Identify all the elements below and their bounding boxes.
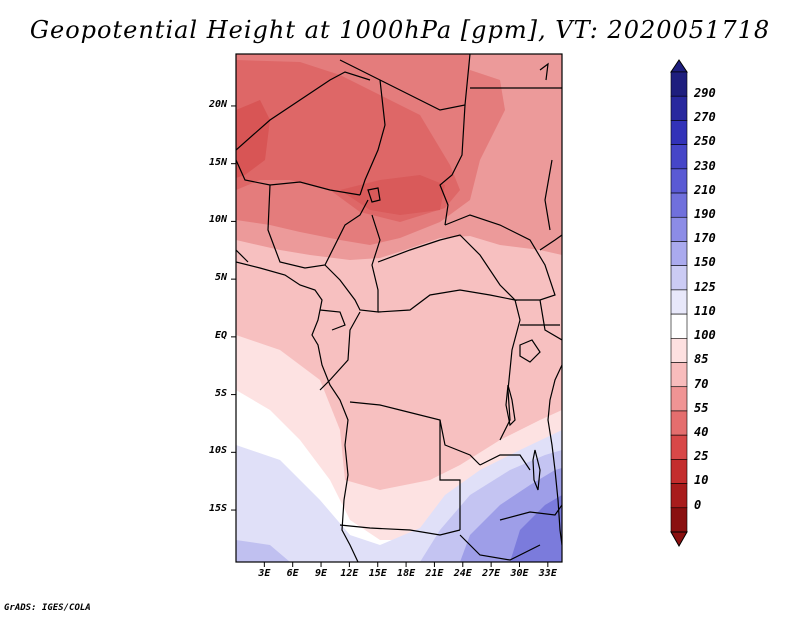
border-niger-chad xyxy=(359,79,386,196)
lat-label: 20N xyxy=(208,98,227,110)
colorbar-label: 110 xyxy=(694,303,716,318)
lat-label: 10S xyxy=(208,445,227,457)
lat-label: 10N xyxy=(208,214,227,226)
red-sea xyxy=(539,62,549,81)
border-west-africa-1 xyxy=(236,249,249,263)
colorbar-swatch xyxy=(670,289,688,315)
border-mali-niger xyxy=(236,159,361,196)
lake-malawi xyxy=(532,449,541,491)
colorbar-label: 0 xyxy=(694,497,702,512)
lon-label: 24E xyxy=(453,568,472,579)
lake-tanganyika xyxy=(505,384,516,427)
axis-ticks xyxy=(231,105,549,567)
colorbar-swatch xyxy=(670,71,688,97)
colorbar-swatch xyxy=(670,216,688,242)
colorbar-label: 250 xyxy=(694,134,716,149)
country-borders xyxy=(236,54,562,561)
colorbar-label: 290 xyxy=(694,86,716,100)
lon-label: 21E xyxy=(425,568,444,579)
border-nigeria xyxy=(267,184,369,269)
lat-label: 15N xyxy=(208,156,227,168)
lon-label: 12E xyxy=(340,568,359,579)
map-frame xyxy=(235,53,563,563)
colorbar-top-arrow xyxy=(670,59,688,73)
lon-label: 3E xyxy=(258,568,271,579)
colorbar-swatch xyxy=(670,120,688,145)
chart-title: Geopotential Height at 1000hPa [gpm], VT… xyxy=(29,16,771,44)
colorbar-swatch xyxy=(670,362,688,388)
colorbar-label: 170 xyxy=(694,231,716,246)
lon-label: 18E xyxy=(397,568,416,579)
lon-label: 9E xyxy=(315,568,328,579)
border-ethiopia xyxy=(539,234,562,251)
lon-label: 33E xyxy=(538,568,557,579)
colorbar-label: 85 xyxy=(694,352,709,367)
colorbar-swatch xyxy=(670,241,688,266)
colorbar xyxy=(670,59,688,548)
colorbar-label: 55 xyxy=(694,400,709,415)
border-zimbabwe xyxy=(459,534,541,561)
colorbar-swatch xyxy=(670,168,688,194)
lon-label: 30E xyxy=(510,568,529,579)
border-kenya xyxy=(539,299,562,341)
border-drc-east xyxy=(499,299,521,441)
field-band-190 xyxy=(510,495,562,562)
colorbar-label: 25 xyxy=(694,449,709,464)
colorbar-label: 270 xyxy=(694,110,716,125)
border-car xyxy=(377,234,517,313)
lon-label: 27E xyxy=(482,568,501,579)
colorbar-label: 210 xyxy=(694,182,716,197)
colorbar-label: 150 xyxy=(694,255,716,270)
coastline xyxy=(236,62,562,562)
lat-label: 5N xyxy=(214,272,227,284)
colorbar-swatch xyxy=(670,410,688,436)
colorbar-swatch xyxy=(670,434,688,460)
colorbar-swatch xyxy=(670,313,688,339)
lon-label: 6E xyxy=(286,568,299,579)
lat-label: EQ xyxy=(214,329,227,341)
colorbar-swatch xyxy=(670,459,688,484)
border-zambia-east xyxy=(479,454,531,471)
colorbar-bottom-arrow xyxy=(670,531,688,548)
colorbar-label: 70 xyxy=(694,376,709,391)
border-algeria-niger xyxy=(236,71,371,151)
border-drc-congo xyxy=(319,311,361,391)
field-band-40b xyxy=(236,100,270,178)
field-band-150 xyxy=(236,540,290,562)
colorbar-label: 230 xyxy=(694,158,716,173)
coastline-east xyxy=(547,364,562,546)
border-sudan-ethiopia xyxy=(544,159,553,231)
colorbar-swatch xyxy=(670,507,688,533)
colorbar-label: 190 xyxy=(694,207,716,222)
lake-victoria xyxy=(519,339,541,363)
border-angola-zambia xyxy=(439,420,461,530)
height-field xyxy=(236,54,562,562)
lon-label: 15E xyxy=(368,568,387,579)
border-chad-sudan xyxy=(439,104,466,226)
coastline-west xyxy=(236,261,359,562)
colorbar-label: 100 xyxy=(694,328,716,343)
field-band-40c xyxy=(340,175,445,215)
colorbar-swatch xyxy=(670,95,688,121)
border-libya-niger xyxy=(339,54,471,111)
colorbar-label: 10 xyxy=(694,473,709,488)
colorbar-label: 40 xyxy=(694,424,709,439)
border-angola-namibia xyxy=(339,524,461,536)
colorbar-swatch xyxy=(670,483,688,509)
colorbar-swatch xyxy=(670,144,688,170)
colorbar-swatch xyxy=(670,265,688,291)
border-gabon xyxy=(319,309,346,331)
colorbar-swatch xyxy=(670,386,688,412)
grads-credit: GrADS: IGES/COLA xyxy=(4,603,91,613)
lake-chad xyxy=(367,187,381,203)
colorbar-label: 125 xyxy=(694,279,716,294)
border-south-sudan xyxy=(444,214,556,301)
colorbar-swatch xyxy=(670,338,688,363)
lat-label: 5S xyxy=(214,387,227,399)
lat-label: 15S xyxy=(208,503,227,515)
colorbar-swatch xyxy=(670,192,688,218)
